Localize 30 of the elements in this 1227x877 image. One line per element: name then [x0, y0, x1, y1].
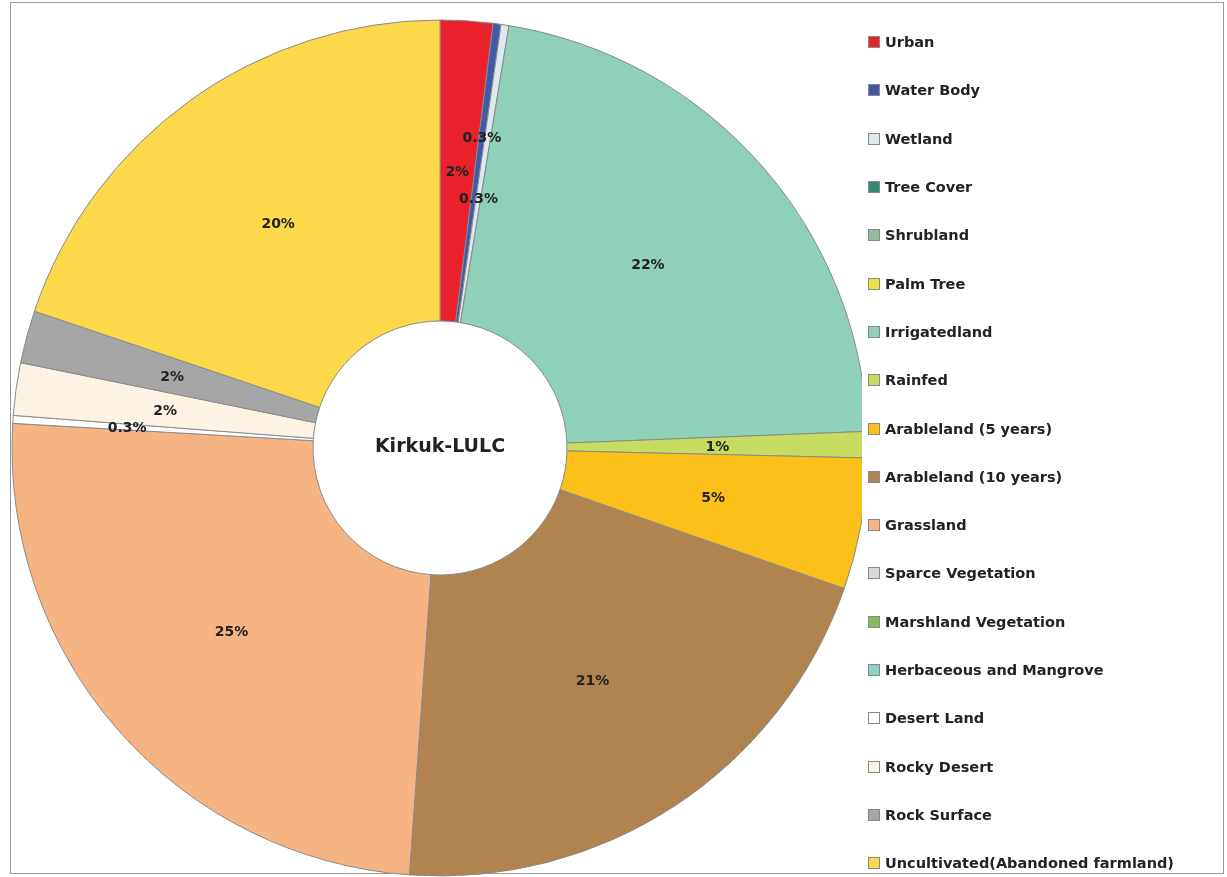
legend-label: Arableland (5 years) [885, 420, 1053, 437]
legend-label: Grassland [885, 517, 967, 534]
legend-label: Herbaceous and Mangrove [885, 662, 1104, 678]
data-label: 2% [153, 401, 178, 418]
data-label: 21% [575, 671, 610, 688]
data-label: 20% [261, 214, 295, 231]
legend-label: Uncultivated(Abandoned farmland) [885, 855, 1174, 872]
legend-label: Marshland Vegetation [885, 613, 1066, 630]
legend-label: Irrigatedland [885, 323, 993, 340]
data-label: 2% [160, 367, 184, 384]
data-label: 0.3% [462, 129, 502, 146]
legend-label: Sparce Vegetation [885, 565, 1036, 582]
legend-label: Wetland [885, 130, 953, 147]
legend-label: Arableland (10 years) [885, 468, 1063, 485]
data-label: 5% [701, 489, 725, 506]
legend-label: Tree Cover [885, 179, 973, 196]
legend-label: Rock Surface [885, 806, 992, 823]
legend-label: Rainfed [885, 372, 948, 389]
legend-label: Shrubland [885, 227, 970, 244]
data-label: 25% [214, 623, 249, 640]
legend-label: Urban [885, 34, 935, 51]
data-label: 1% [705, 437, 730, 454]
legend-label: Water Body [885, 82, 981, 99]
legend-label: Desert Land [885, 710, 985, 727]
text: Kirkuk-LULC [373, 434, 507, 456]
data-label: 0.3% [107, 419, 147, 436]
legend-label: Palm Tree [885, 275, 966, 292]
data-label: 22% [631, 256, 665, 273]
data-label: 2% [445, 163, 470, 180]
legend-label: Rocky Desert [885, 758, 994, 775]
